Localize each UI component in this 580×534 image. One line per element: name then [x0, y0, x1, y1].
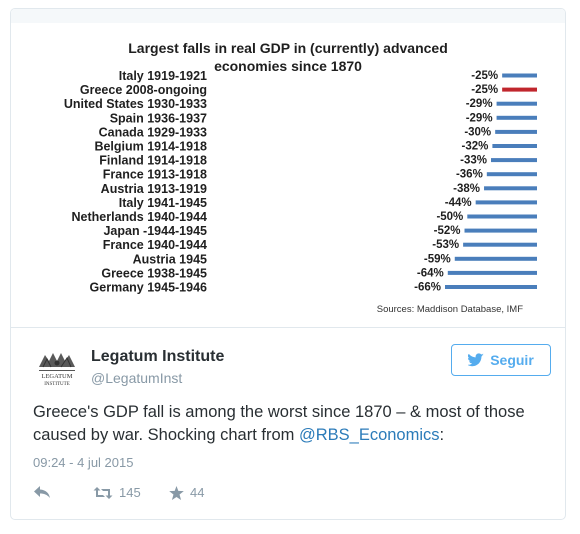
- reply-button[interactable]: [33, 485, 51, 499]
- value-label: -52%: [434, 225, 461, 237]
- value-label: -59%: [424, 253, 451, 265]
- bar: [486, 172, 537, 177]
- category-label: Austria 1913-1919: [101, 182, 207, 196]
- category-label: Austria 1945: [133, 252, 207, 266]
- bar: [454, 256, 537, 261]
- chart-title-line-2: economies since 1870: [214, 58, 362, 74]
- value-label: -64%: [417, 267, 444, 279]
- bar: [445, 285, 537, 289]
- bar: [496, 115, 537, 120]
- svg-text:INSTITUTE: INSTITUTE: [44, 382, 70, 387]
- category-label: Germany 1945-1946: [90, 281, 207, 295]
- bar: [447, 270, 537, 275]
- value-label: -25%: [471, 84, 498, 96]
- value-label: -33%: [460, 155, 487, 167]
- value-label: -30%: [464, 126, 491, 138]
- tweet-media-chart[interactable]: Largest falls in real GDP in (currently)…: [11, 9, 565, 328]
- value-label: -44%: [445, 197, 472, 209]
- value-label: -29%: [466, 112, 493, 124]
- retweet-button[interactable]: 145: [93, 485, 141, 500]
- bar: [495, 129, 537, 134]
- category-label: United States 1930-1933: [64, 97, 207, 111]
- category-label: Canada 1929-1933: [99, 125, 207, 139]
- tweet-text: Greece's GDP fall is among the worst sin…: [33, 401, 553, 447]
- tweet-author: LEGATUM INSTITUTE Legatum Institute @Leg…: [33, 343, 553, 393]
- retweet-icon: [93, 486, 113, 499]
- mention-link[interactable]: @RBS_Economics: [298, 426, 440, 444]
- value-label: -50%: [436, 211, 463, 223]
- chart-source: Sources: Maddison Database, IMF: [377, 304, 523, 315]
- category-label: Spain 1936-1937: [110, 111, 207, 125]
- bar: [502, 87, 537, 92]
- bar: [496, 101, 537, 106]
- value-label: -38%: [453, 183, 480, 195]
- favorite-count: 44: [190, 485, 205, 500]
- tweet-text-tail: :: [439, 426, 445, 444]
- value-label: -66%: [414, 282, 441, 294]
- star-icon: [169, 485, 184, 500]
- value-label: -53%: [432, 239, 459, 251]
- category-label: France 1940-1944: [103, 238, 207, 252]
- bar: [484, 186, 537, 191]
- category-label: Greece 1938-1945: [101, 266, 207, 280]
- avatar[interactable]: LEGATUM INSTITUTE: [33, 345, 81, 393]
- category-label: Italy 1919-1921: [119, 69, 207, 83]
- bar: [475, 200, 537, 205]
- favorite-button[interactable]: 44: [169, 485, 204, 500]
- reply-icon: [34, 486, 50, 498]
- category-label: Italy 1941-1945: [119, 196, 207, 210]
- bar: [492, 144, 537, 148]
- gdp-falls-bar-chart: Largest falls in real GDP in (currently)…: [64, 40, 537, 315]
- category-label: Japan -1944-1945: [103, 224, 207, 238]
- bar: [491, 158, 537, 163]
- bar: [502, 73, 537, 78]
- value-label: -36%: [456, 169, 483, 181]
- follow-button[interactable]: Seguir: [451, 344, 551, 376]
- avatar-text: LEGATUM: [41, 373, 72, 380]
- value-label: -25%: [471, 70, 498, 82]
- author-name[interactable]: Legatum Institute: [91, 348, 225, 365]
- author-handle[interactable]: @LegatumInst: [91, 370, 183, 386]
- value-label: -32%: [462, 141, 489, 153]
- bar: [467, 214, 537, 219]
- tweet-card: Largest falls in real GDP in (currently)…: [10, 8, 566, 520]
- tweet-actions: 145 44: [33, 485, 333, 507]
- value-label: -29%: [466, 98, 493, 110]
- category-label: Finland 1914-1918: [99, 154, 207, 168]
- category-label: Belgium 1914-1918: [94, 140, 207, 154]
- category-label: France 1913-1918: [103, 168, 207, 182]
- follow-button-label: Seguir: [490, 352, 534, 368]
- retweet-count: 145: [119, 485, 141, 500]
- media-top-strip: [11, 9, 565, 23]
- twitter-bird-icon: [468, 353, 484, 367]
- category-label: Netherlands 1940-1944: [72, 210, 208, 224]
- legatum-logo-icon: LEGATUM INSTITUTE: [39, 353, 75, 387]
- bar: [464, 228, 537, 233]
- tweet-text-body: Greece's GDP fall is among the worst sin…: [33, 403, 525, 444]
- bar: [463, 242, 537, 247]
- chart-title-line-1: Largest falls in real GDP in (currently)…: [128, 40, 448, 56]
- category-label: Greece 2008-ongoing: [80, 83, 207, 97]
- tweet-timestamp[interactable]: 09:24 - 4 jul 2015: [33, 455, 134, 470]
